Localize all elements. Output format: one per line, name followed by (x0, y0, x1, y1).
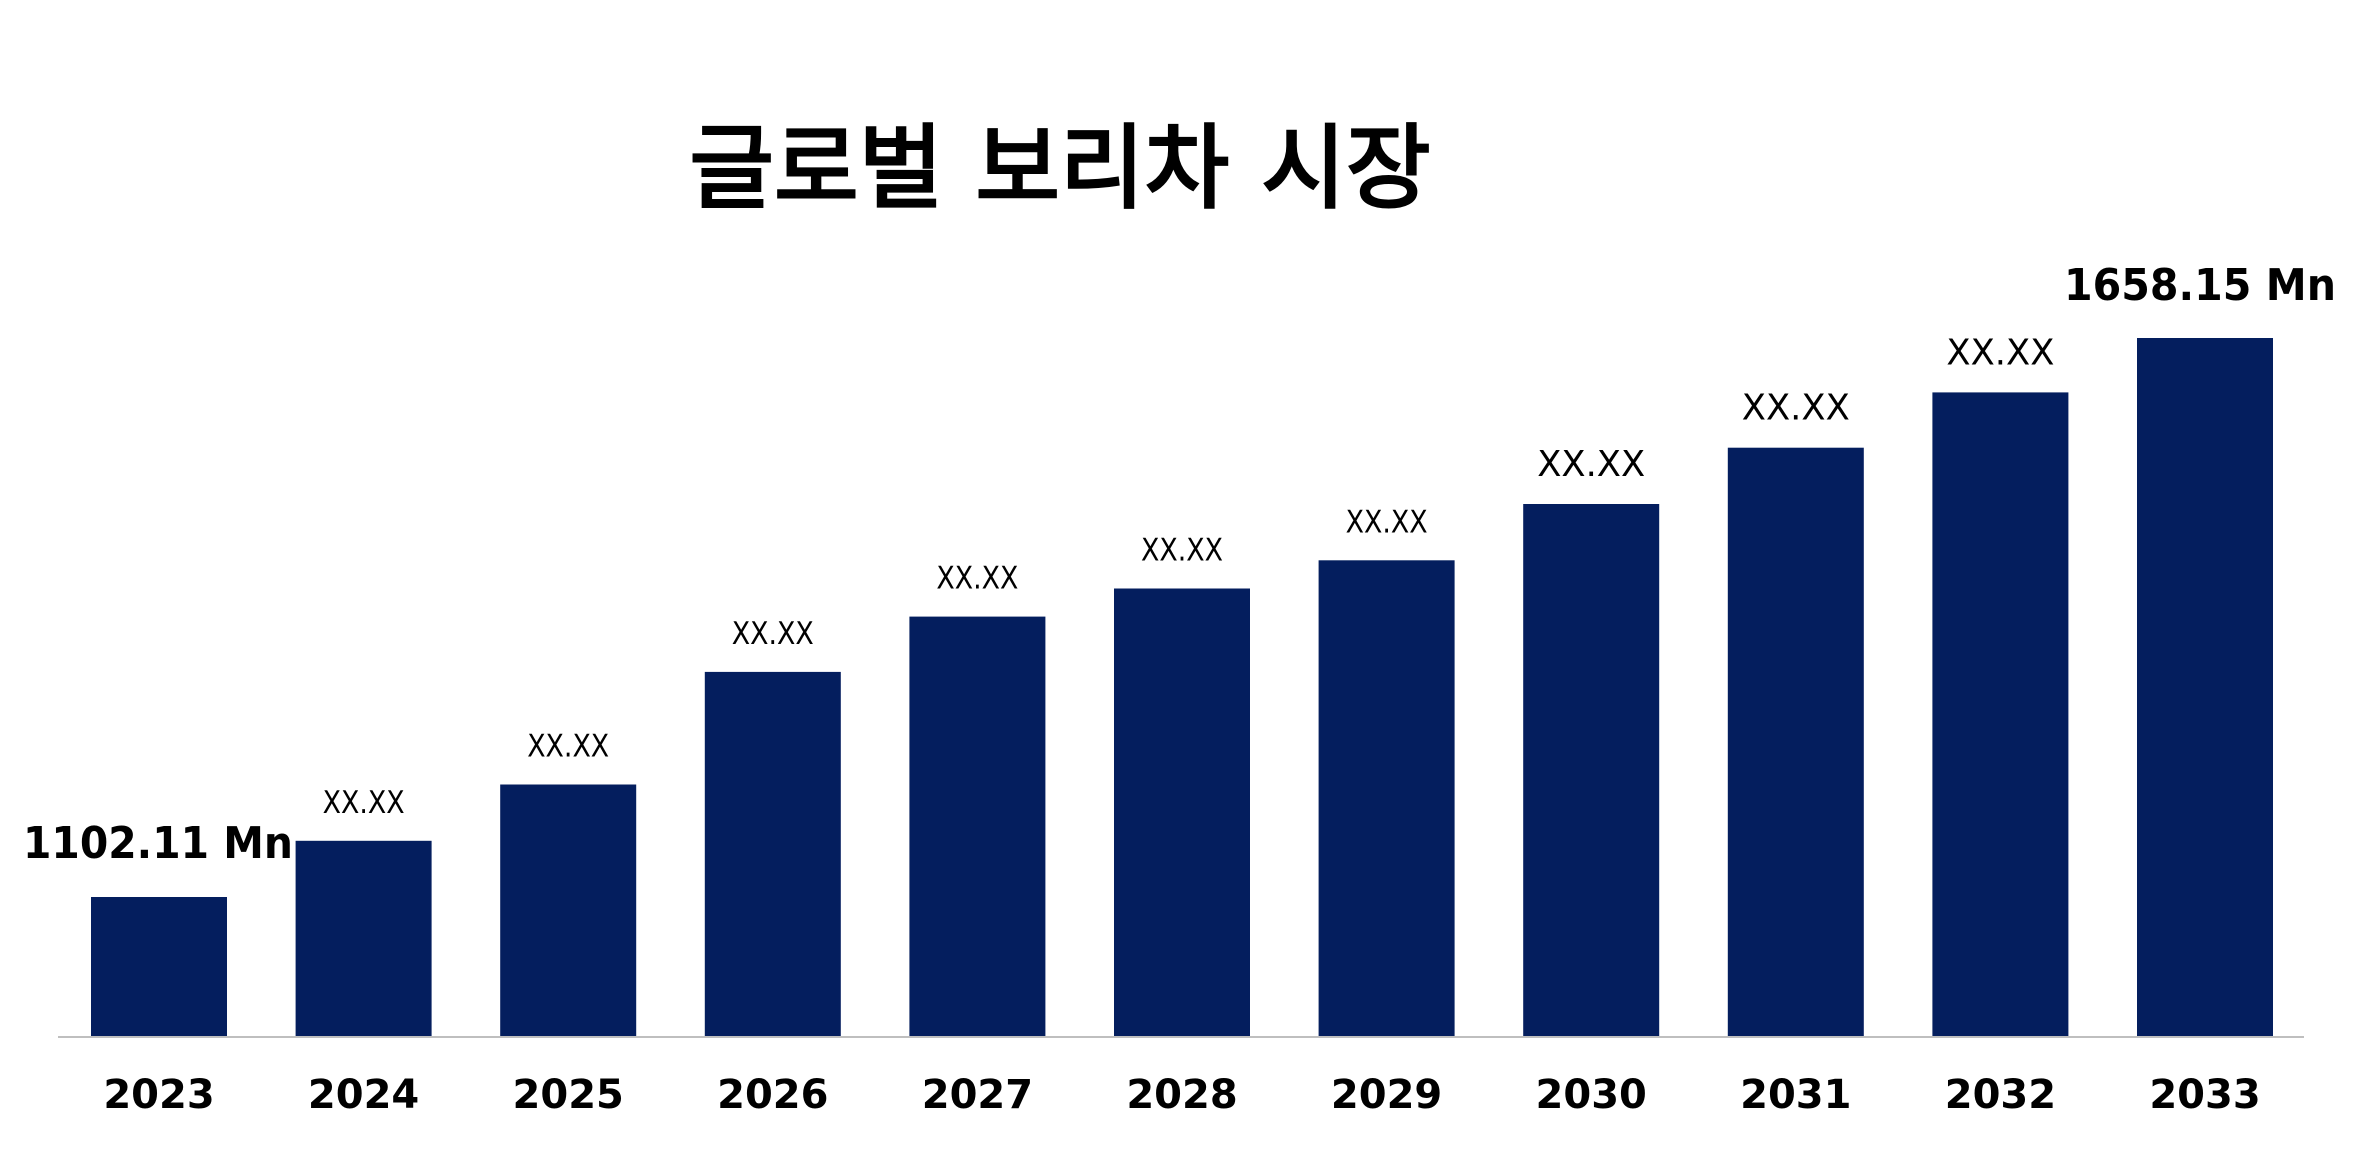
bar-2032 (1932, 392, 2069, 1037)
value-label-2026: XX.XX (732, 616, 814, 652)
value-label-2029: XX.XX (1346, 504, 1428, 540)
bar-2027 (909, 616, 1046, 1037)
value-label-2033: 1658.15 Mn (2064, 260, 2336, 311)
bar-2030 (1523, 504, 1660, 1037)
x-tick-label-2029: 2029 (1331, 1072, 1442, 1118)
bar-2028 (1114, 588, 1250, 1037)
x-tick-label-2027: 2027 (922, 1072, 1033, 1118)
x-tick-labels-group: 2023 2024 2025 2026 2027 2028 2029 2030 2031 2032… (103, 1072, 2260, 1118)
x-tick-label-2026: 2026 (717, 1072, 828, 1118)
x-tick-label-2025: 2025 (513, 1072, 624, 1118)
value-label-2030: XX.XX (1537, 444, 1645, 485)
bar-2023 (91, 897, 227, 1037)
x-tick-label-2033: 2033 (2149, 1072, 2260, 1118)
value-label-2031: XX.XX (1742, 388, 1850, 429)
x-tick-label-2032: 2032 (1945, 1072, 2056, 1118)
bars-group (91, 338, 2273, 1037)
x-tick-label-2031: 2031 (1740, 1072, 1851, 1118)
value-label-2032: XX.XX (1946, 332, 2054, 373)
value-label-2025: XX.XX (527, 729, 609, 765)
x-tick-label-2028: 2028 (1126, 1072, 1237, 1118)
bar-2026 (704, 671, 841, 1037)
bar-2025 (500, 784, 637, 1037)
value-label-2024: XX.XX (323, 785, 405, 821)
bar-2031 (1727, 447, 1864, 1037)
bar-2033 (2137, 338, 2273, 1037)
x-tick-label-2030: 2030 (1536, 1072, 1647, 1118)
bar-2024 (295, 840, 432, 1037)
value-label-2027: XX.XX (936, 561, 1018, 597)
x-tick-label-2023: 2023 (103, 1072, 214, 1118)
value-label-2028: XX.XX (1141, 533, 1223, 569)
bar-2029 (1318, 560, 1455, 1037)
value-labels-group: 1102.11 Mn XX.XX XX.XX XX.XX XX.XX XX.XX XX.XX… (23, 260, 2336, 869)
value-label-2023: 1102.11 Mn (23, 818, 293, 869)
x-tick-label-2024: 2024 (308, 1072, 419, 1118)
chart-title: 글로벌 보리차 시장 (689, 115, 1430, 222)
